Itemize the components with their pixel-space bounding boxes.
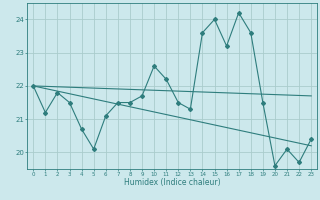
X-axis label: Humidex (Indice chaleur): Humidex (Indice chaleur) xyxy=(124,178,220,187)
